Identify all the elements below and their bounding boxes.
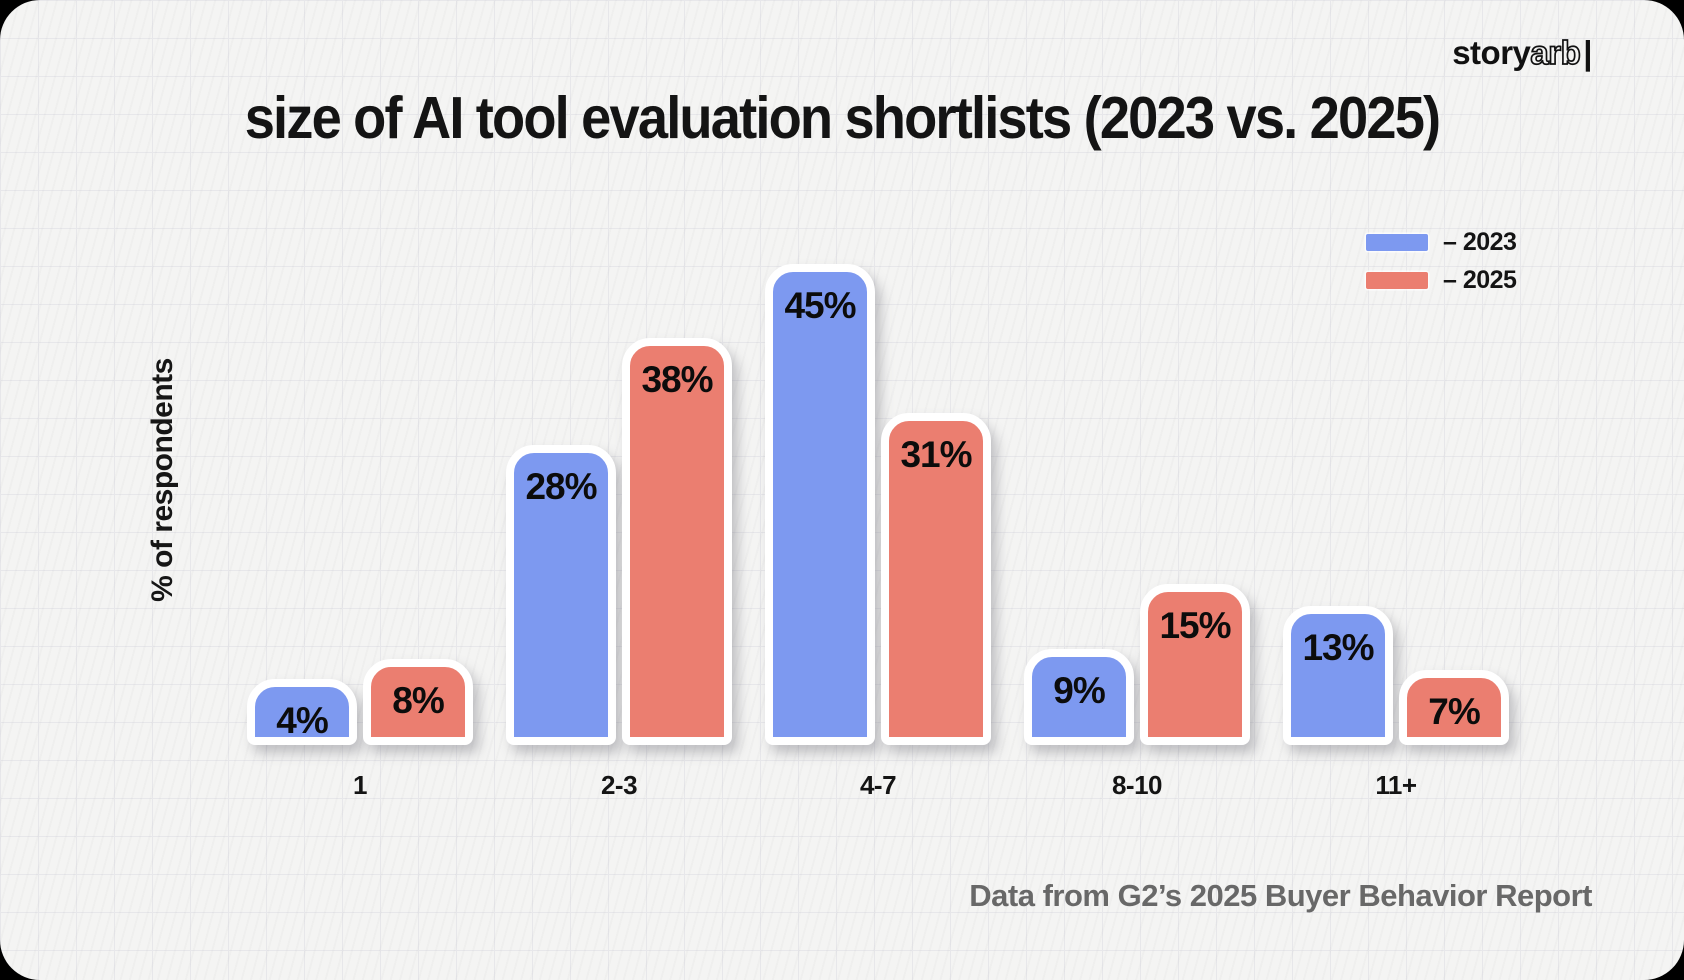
storyarb-logo: storyarb|: [1452, 33, 1592, 72]
bar-2025-8-10: 15%: [1140, 584, 1250, 745]
bar-value-label: 45%: [784, 285, 856, 326]
x-axis-label: 11+: [1375, 770, 1417, 800]
chart-title: size of AI tool evaluation shortlists (2…: [244, 85, 1441, 151]
bar-2023-4-7: 45%: [765, 264, 875, 745]
data-source-note: Data from G2’s 2025 Buyer Behavior Repor…: [969, 878, 1592, 913]
bar-value-label: 28%: [525, 466, 597, 507]
legend-label-2023: – 2023: [1443, 228, 1517, 256]
bar-2025-2-3: 38%: [622, 338, 732, 745]
bar-value-label: 13%: [1302, 627, 1374, 668]
bar-value-label: 4%: [276, 700, 328, 741]
bar-value-label: 31%: [900, 434, 972, 475]
legend-swatch-2025: [1366, 272, 1428, 289]
legend-item-2025: – 2025: [1366, 266, 1517, 295]
x-axis-label: 4-7: [859, 770, 897, 800]
x-axis-label: 1: [353, 770, 367, 800]
legend-label-2025: – 2025: [1443, 266, 1517, 294]
bar-2023-8-10: 9%: [1024, 649, 1134, 745]
bar-value-label: 38%: [641, 359, 713, 400]
x-axis-label: 8-10: [1111, 770, 1163, 800]
bar-2023-2-3: 28%: [506, 445, 616, 745]
bar-2025-11+: 7%: [1399, 670, 1509, 745]
bar-2023-11+: 13%: [1283, 606, 1393, 745]
bar-2023-1: 4%: [247, 679, 357, 745]
bar-value-label: 9%: [1053, 670, 1105, 711]
logo-cursor-bar: |: [1583, 34, 1592, 71]
legend-swatch-2023: [1366, 234, 1428, 251]
bar-value-label: 15%: [1159, 605, 1231, 646]
logo-text-story: story: [1452, 34, 1531, 71]
logo-text-arb: arb: [1530, 33, 1582, 72]
bar-2025-4-7: 31%: [881, 413, 991, 745]
chart-legend: – 2023 – 2025: [1366, 228, 1517, 295]
x-axis-label: 2-3: [600, 770, 638, 800]
bar-value-label: 8%: [392, 680, 444, 721]
bar-value-label: 7%: [1428, 691, 1480, 732]
bar-2025-1: 8%: [363, 659, 473, 745]
legend-item-2023: – 2023: [1366, 228, 1517, 257]
